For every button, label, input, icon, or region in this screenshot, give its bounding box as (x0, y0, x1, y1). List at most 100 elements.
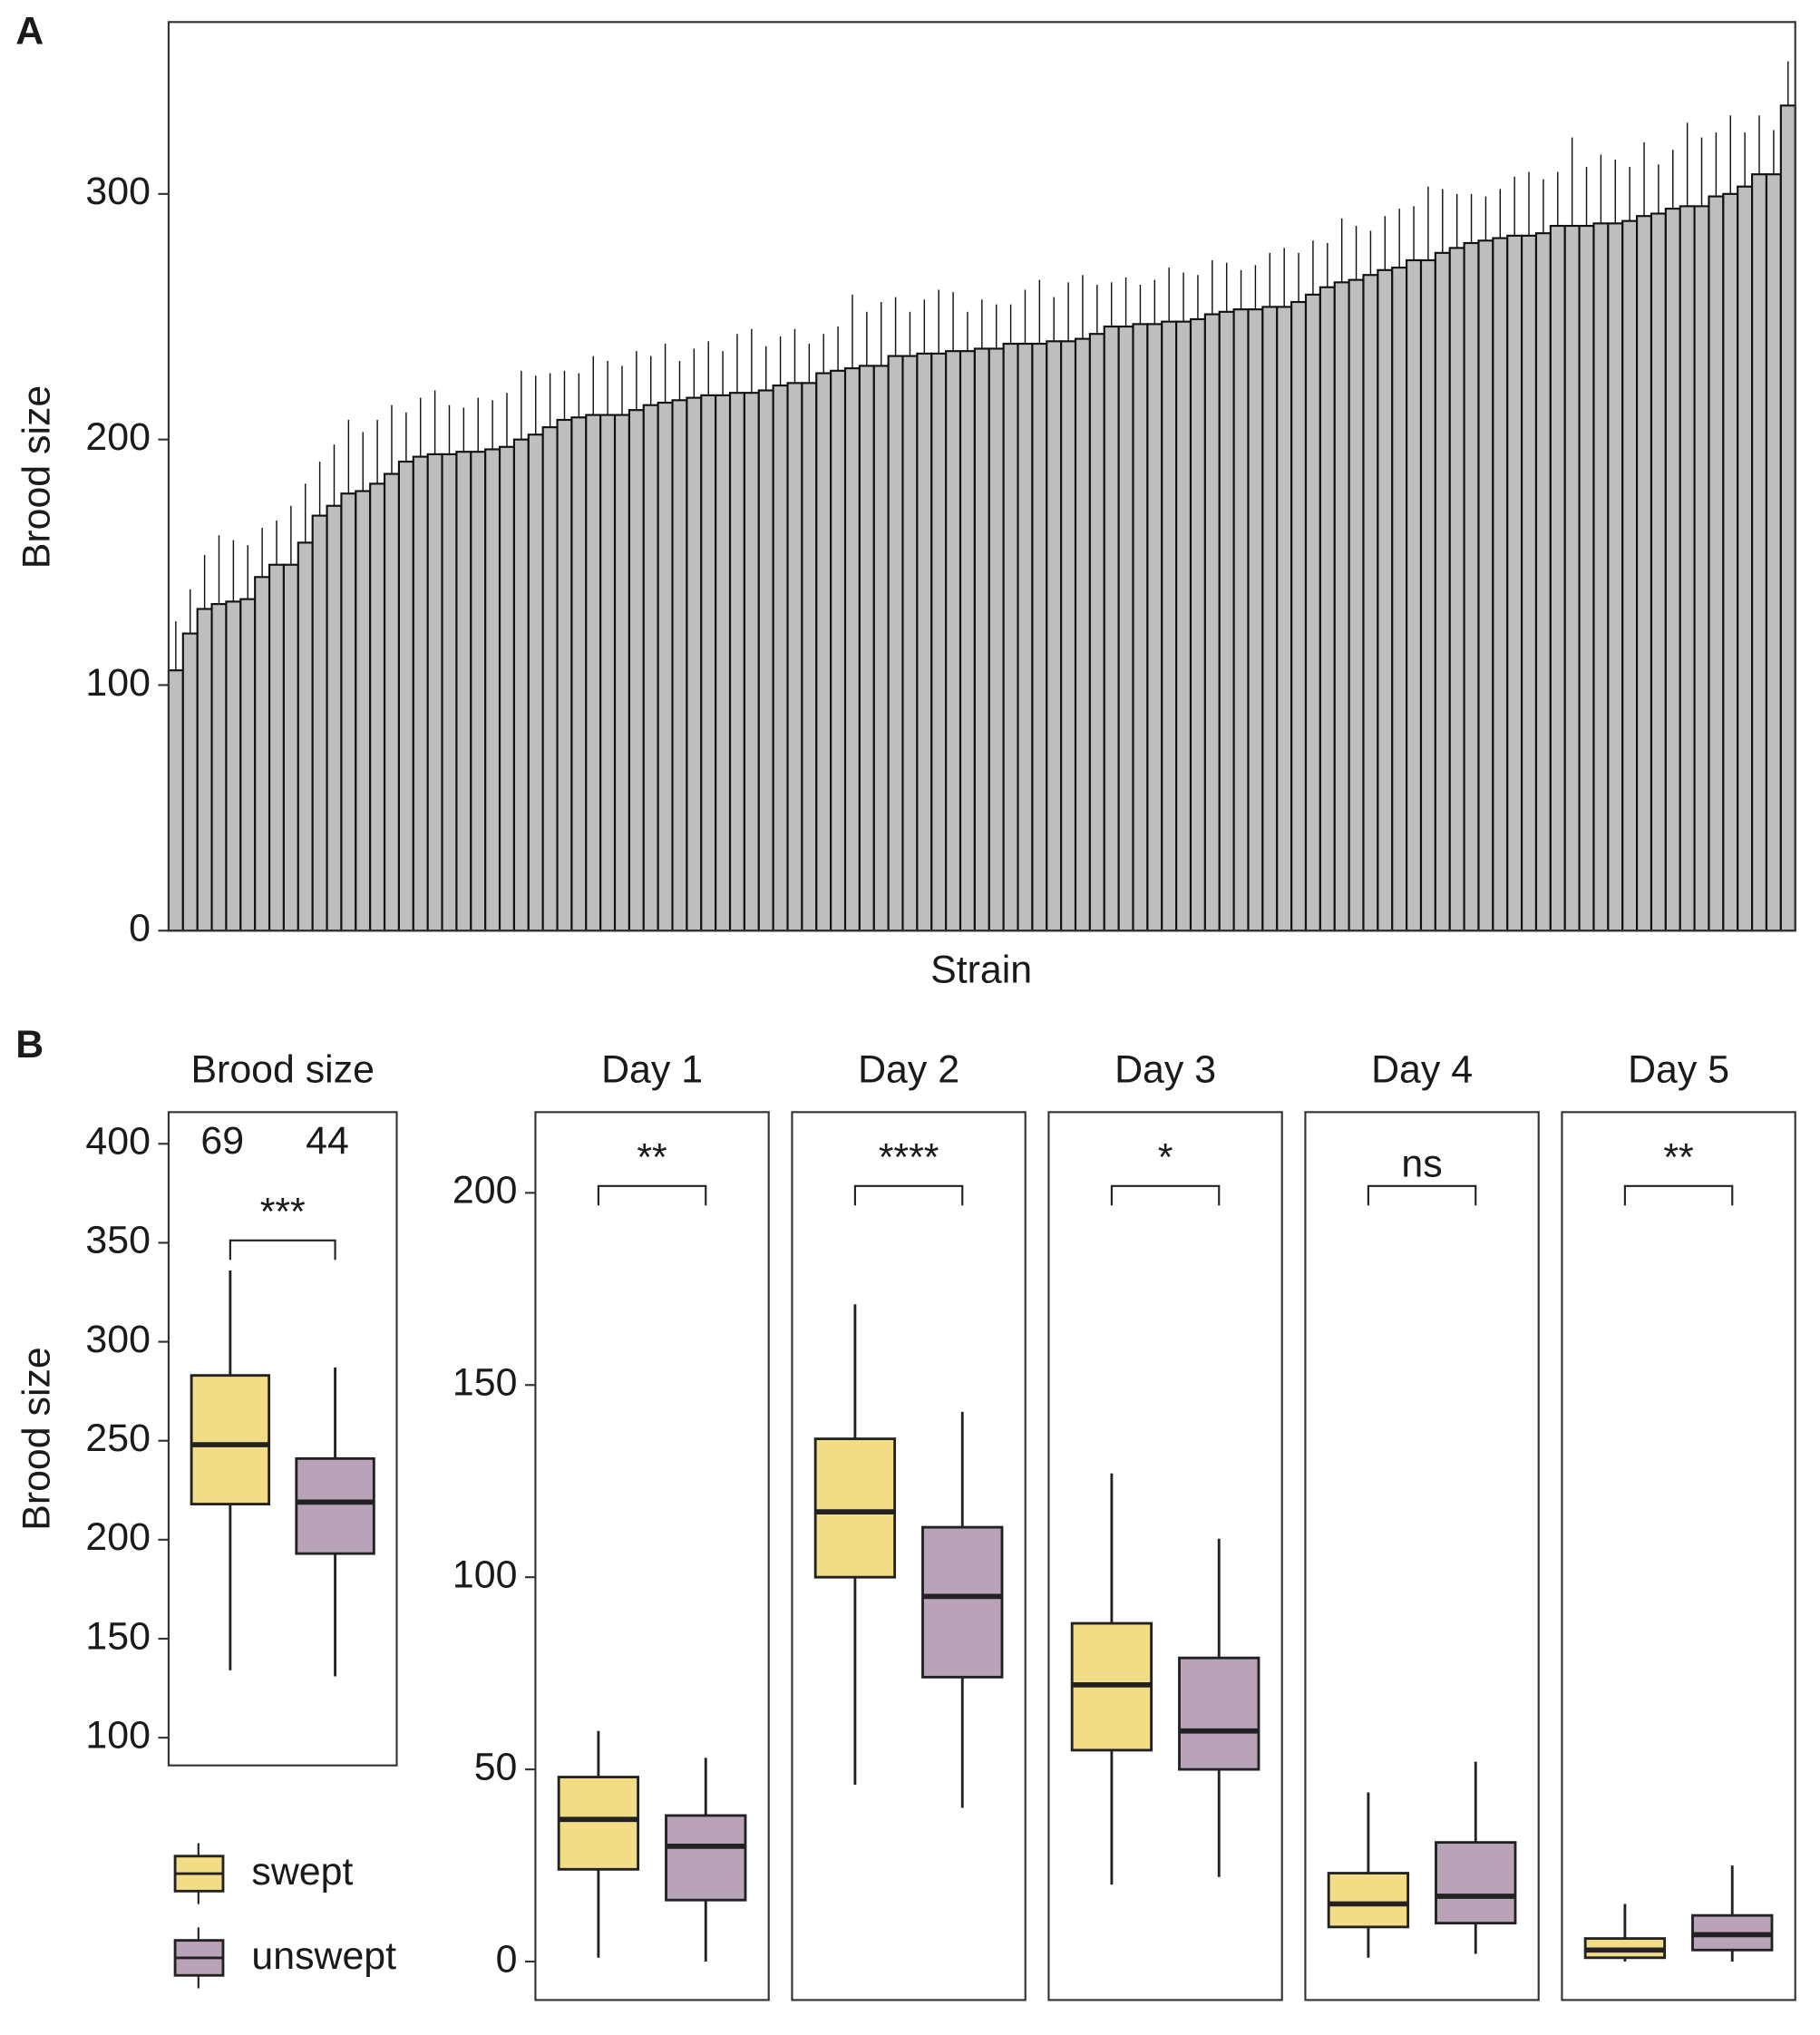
bar (988, 347, 1005, 932)
bar (254, 576, 271, 932)
y-tick-label: 300 (85, 170, 151, 213)
bar (945, 350, 962, 932)
box (1435, 1841, 1517, 1925)
bar (901, 355, 919, 932)
y-tick-label: 100 (453, 1553, 518, 1597)
bar (1146, 323, 1163, 932)
significance-label: ** (637, 1136, 667, 1180)
bar (1333, 281, 1350, 932)
y-tick-label: 100 (85, 1713, 151, 1757)
bar (1592, 222, 1610, 932)
box (813, 1437, 897, 1579)
significance-bracket (229, 1239, 336, 1261)
bar (1203, 313, 1221, 932)
y-axis-label: Brood size (15, 385, 58, 570)
bar (1506, 234, 1523, 932)
bar (1103, 326, 1120, 932)
significance-bracket (1110, 1184, 1221, 1206)
bar (239, 598, 257, 932)
significance-label: *** (260, 1191, 306, 1234)
y-tick-label: 150 (453, 1361, 518, 1405)
bar (570, 416, 588, 932)
bar (1636, 215, 1653, 932)
bar (1060, 340, 1077, 932)
box (295, 1456, 375, 1555)
bar (225, 600, 242, 932)
bar (1664, 208, 1681, 932)
bar (1261, 306, 1279, 932)
bar (1002, 342, 1019, 932)
bar (1621, 219, 1639, 932)
box (1178, 1656, 1260, 1771)
bar (1132, 323, 1149, 932)
significance-bracket (1623, 1184, 1734, 1206)
box (1327, 1872, 1410, 1929)
bar (527, 433, 544, 932)
bar (1419, 258, 1436, 932)
bar (1391, 267, 1408, 932)
bar (642, 404, 659, 932)
bar (959, 350, 976, 932)
bar (1232, 308, 1250, 932)
bar (268, 563, 286, 932)
y-tick-label: 200 (85, 415, 151, 459)
bar (1779, 104, 1796, 932)
significance-label: ** (1663, 1136, 1694, 1180)
bar (1218, 310, 1235, 932)
bar (700, 394, 717, 932)
y-axis-label: Brood size (15, 1347, 58, 1530)
bar (326, 504, 343, 932)
bar (1247, 308, 1264, 932)
facet-frame (1304, 1111, 1540, 2001)
bar (1463, 241, 1480, 932)
bar (311, 514, 328, 932)
bar (1031, 342, 1048, 932)
bar (556, 418, 573, 932)
significance-bracket (597, 1184, 707, 1206)
bar (426, 453, 443, 932)
bar (210, 603, 228, 932)
bar (1737, 185, 1754, 932)
bar (455, 451, 472, 932)
bar (1088, 333, 1105, 932)
bar (585, 414, 602, 932)
bar (282, 563, 299, 932)
bar (872, 365, 890, 932)
bar (1492, 237, 1509, 932)
bar (512, 438, 530, 932)
significance-bracket (1367, 1184, 1477, 1206)
legend-label: unswept (251, 1934, 396, 1978)
bar (657, 401, 674, 932)
box (921, 1525, 1004, 1679)
significance-label: * (1158, 1136, 1173, 1180)
y-tick-label: 400 (85, 1120, 151, 1164)
y-tick-label: 50 (474, 1745, 518, 1788)
bar (441, 453, 458, 932)
bar (383, 472, 400, 932)
bar (297, 541, 314, 932)
bar (1521, 234, 1538, 932)
y-tick-label: 0 (129, 907, 151, 950)
bar (196, 608, 213, 932)
bar (1722, 192, 1739, 932)
panel-label: B (15, 1023, 44, 1066)
y-tick-label: 200 (85, 1515, 151, 1559)
bar (887, 355, 904, 932)
bar (858, 365, 875, 932)
box (557, 1776, 640, 1871)
bar (1448, 247, 1465, 932)
bar (1765, 173, 1782, 932)
bar (1161, 320, 1178, 932)
bar (484, 448, 501, 932)
bar (786, 382, 803, 932)
bar (1650, 212, 1667, 932)
bar (973, 347, 990, 932)
facet-frame (167, 1111, 398, 1767)
bar (930, 352, 948, 932)
bar (1607, 222, 1624, 932)
count-label: 44 (306, 1119, 349, 1163)
facet-title: Day 4 (1371, 1047, 1473, 1091)
facet-title: Day 5 (1628, 1047, 1729, 1091)
bar (843, 367, 861, 932)
